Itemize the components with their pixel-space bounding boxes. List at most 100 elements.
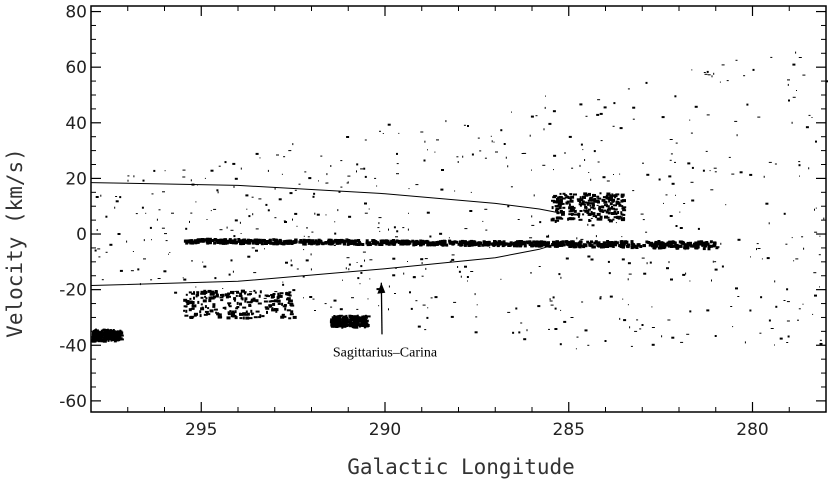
data-point [559,199,563,202]
data-point [422,304,426,306]
data-point [606,192,611,196]
data-point [162,191,165,193]
data-point [366,243,370,247]
data-point [425,267,427,270]
data-point [285,241,289,245]
data-point [312,195,315,198]
data-point [595,215,598,219]
data-point [605,196,609,200]
data-point [691,199,695,202]
data-point [315,242,319,246]
data-point [620,199,624,203]
data-point [285,261,288,264]
data-point [464,228,468,230]
data-point [623,217,625,221]
data-point [470,242,473,244]
data-point [335,325,339,328]
data-point [531,169,532,171]
data-point [248,239,252,242]
data-point [110,339,113,342]
data-point [714,261,717,263]
data-point [237,239,241,243]
data-point [470,271,474,272]
data-point [427,307,429,309]
data-point [107,338,110,342]
data-point [618,203,622,207]
data-point [706,70,709,73]
data-point [379,130,381,132]
data-point [555,216,560,220]
data-point [276,299,281,303]
data-point [580,202,585,206]
data-point [606,245,609,248]
data-point [812,313,814,315]
data-point [188,291,192,294]
data-point [200,296,204,299]
data-point [337,315,341,318]
data-point [648,243,652,247]
data-point [259,290,262,294]
data-point [97,336,101,340]
data-point [573,209,577,213]
data-point [108,335,112,338]
data-point [388,285,390,288]
data-point [450,315,454,318]
data-point [193,296,195,300]
data-point [286,291,288,293]
data-point [690,181,694,183]
data-point [464,265,467,268]
data-point [619,317,621,320]
data-point [286,292,291,295]
data-point [663,202,664,204]
data-point [551,206,554,210]
data-point [523,338,527,341]
data-point [352,322,355,326]
data-point [255,300,258,303]
data-point [362,251,366,253]
data-point [351,325,355,328]
data-point [430,297,433,299]
data-point [589,204,592,207]
data-point [201,239,205,243]
data-point [489,247,491,249]
data-point [265,240,269,244]
data-point [217,315,222,319]
data-point [484,208,488,210]
data-point [281,302,284,306]
data-point [119,196,122,199]
y-tick-label: -60 [59,392,87,412]
data-point [396,152,398,155]
data-point [345,267,347,270]
data-point [248,215,251,218]
data-point [330,306,333,308]
data-point [234,310,237,314]
data-point [290,259,292,262]
data-point [277,241,281,245]
data-point [346,325,349,327]
data-point [603,241,607,245]
data-point [209,292,214,296]
data-point [193,313,197,317]
data-point [556,204,560,207]
data-point [186,303,190,305]
data-point [382,133,384,134]
data-point [603,200,608,204]
data-point [589,219,592,222]
data-point [337,322,341,325]
data-point [566,242,570,246]
data-point [356,314,359,317]
data-point [151,193,154,195]
data-point [232,314,235,318]
data-point [209,309,214,313]
data-point [576,237,578,240]
data-point [553,154,557,157]
data-point [798,308,801,310]
data-point [620,240,624,244]
data-point [240,233,242,234]
data-point [355,321,359,325]
data-point [240,240,244,243]
data-point [587,223,589,226]
data-point [564,194,568,197]
data-point [429,235,432,238]
data-point [497,241,501,245]
